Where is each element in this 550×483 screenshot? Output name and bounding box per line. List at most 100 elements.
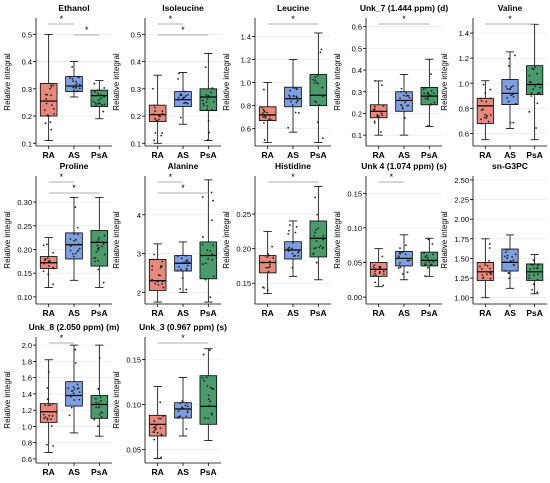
data-point bbox=[489, 277, 492, 280]
data-point bbox=[510, 260, 513, 263]
data-point bbox=[404, 101, 406, 104]
data-point bbox=[480, 118, 482, 121]
data-point bbox=[73, 399, 76, 401]
data-point bbox=[74, 362, 77, 364]
x-tick-label: RA bbox=[152, 467, 164, 477]
data-point bbox=[202, 263, 204, 265]
data-point bbox=[201, 377, 204, 379]
data-point bbox=[151, 278, 154, 281]
data-point bbox=[156, 120, 159, 122]
data-point bbox=[400, 90, 403, 93]
data-point bbox=[508, 277, 511, 280]
data-point bbox=[316, 121, 319, 124]
y-axis-label: Relative integral bbox=[222, 53, 231, 111]
box-PsA bbox=[420, 251, 439, 267]
data-point bbox=[480, 268, 483, 270]
data-point bbox=[50, 94, 52, 97]
y-axis-label: Relative integral bbox=[112, 371, 121, 429]
data-point bbox=[484, 113, 487, 116]
data-point bbox=[177, 77, 179, 80]
data-point bbox=[100, 411, 103, 414]
x-tick-label: PsA bbox=[526, 308, 543, 318]
data-point bbox=[52, 251, 55, 254]
data-point bbox=[160, 456, 163, 459]
y-tick-label: 0.5 bbox=[22, 30, 32, 39]
data-point bbox=[380, 112, 383, 115]
panel-title: Proline bbox=[60, 161, 89, 171]
data-point bbox=[267, 119, 270, 121]
y-tick-label: 0.2 bbox=[352, 109, 362, 118]
y-tick-label: 0.20 bbox=[236, 245, 251, 254]
data-point bbox=[94, 90, 97, 93]
significance-star: * bbox=[169, 172, 173, 182]
data-point bbox=[508, 57, 510, 60]
data-point bbox=[294, 254, 297, 257]
data-point bbox=[212, 275, 215, 278]
data-point bbox=[373, 120, 376, 123]
data-point bbox=[297, 111, 300, 114]
data-point bbox=[402, 94, 405, 97]
significance-star: * bbox=[291, 172, 295, 182]
data-point bbox=[430, 89, 433, 92]
data-point bbox=[102, 243, 105, 245]
data-point bbox=[432, 260, 435, 263]
x-tick-label: RA bbox=[262, 150, 274, 160]
data-point bbox=[76, 250, 79, 253]
y-tick-label: 1.75 bbox=[454, 235, 469, 244]
data-point bbox=[484, 92, 487, 95]
data-point bbox=[407, 94, 410, 97]
data-point bbox=[424, 256, 427, 258]
data-point bbox=[205, 101, 208, 103]
data-point bbox=[207, 257, 210, 260]
panel-title: sn-G3PC bbox=[492, 161, 528, 171]
data-point bbox=[52, 112, 55, 115]
data-point bbox=[503, 261, 506, 263]
y-tick-label: 0.1 bbox=[22, 139, 32, 148]
data-point bbox=[211, 253, 214, 256]
y-tick-label: 0.2 bbox=[131, 112, 141, 121]
data-point bbox=[45, 243, 48, 246]
data-point bbox=[264, 254, 266, 257]
data-point bbox=[207, 398, 210, 401]
data-point bbox=[529, 268, 532, 271]
data-point bbox=[401, 251, 404, 254]
data-point bbox=[487, 120, 490, 123]
data-point bbox=[98, 236, 100, 239]
data-point bbox=[268, 263, 271, 266]
data-point bbox=[315, 240, 318, 243]
data-point bbox=[209, 296, 212, 299]
data-point bbox=[489, 97, 492, 100]
data-point bbox=[205, 93, 208, 96]
y-tick-label: 1.2 bbox=[241, 56, 251, 65]
data-point bbox=[484, 262, 487, 264]
data-point bbox=[72, 392, 75, 394]
data-point bbox=[153, 438, 156, 441]
y-tick-label: 0.10 bbox=[17, 293, 32, 302]
data-point bbox=[45, 102, 48, 105]
data-point bbox=[512, 259, 515, 261]
data-point bbox=[267, 253, 270, 256]
data-point bbox=[372, 275, 375, 277]
data-point bbox=[179, 415, 181, 418]
y-tick-label: 3 bbox=[137, 250, 141, 259]
data-point bbox=[373, 122, 376, 124]
data-point bbox=[43, 417, 46, 420]
data-point bbox=[207, 119, 210, 122]
data-point bbox=[177, 410, 180, 413]
data-point bbox=[510, 94, 513, 97]
data-point bbox=[261, 106, 264, 109]
data-point bbox=[101, 416, 103, 419]
significance-star: * bbox=[60, 172, 64, 182]
data-point bbox=[406, 271, 409, 274]
data-point bbox=[71, 253, 74, 255]
data-point bbox=[209, 400, 212, 403]
data-point bbox=[295, 225, 298, 228]
data-point bbox=[292, 242, 294, 244]
data-point bbox=[504, 270, 507, 272]
data-point bbox=[154, 106, 156, 109]
data-point bbox=[185, 428, 188, 430]
data-point bbox=[398, 264, 401, 267]
data-point bbox=[157, 118, 160, 121]
data-point bbox=[287, 247, 290, 250]
data-point bbox=[151, 87, 154, 90]
